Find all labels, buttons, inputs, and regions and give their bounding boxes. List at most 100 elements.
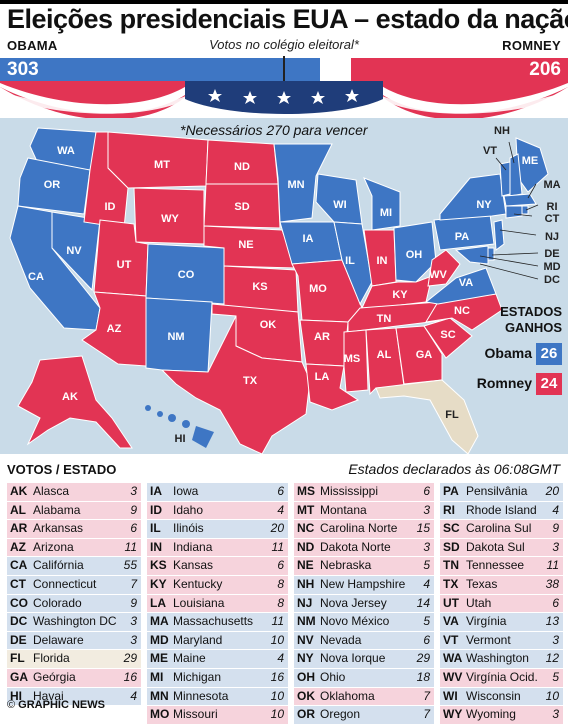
table-row: IN Indiana 11 — [147, 537, 288, 557]
state-oh — [393, 221, 437, 283]
state-name: Maryland — [173, 632, 223, 647]
electoral-votes: 11 — [271, 539, 284, 554]
state-mn — [273, 143, 333, 223]
table-row: SC Carolina Sul 9 — [440, 519, 563, 538]
electoral-votes: 5 — [552, 669, 559, 684]
state-name: Virgínia — [466, 614, 507, 629]
table-row: GA Geórgia 16 — [7, 667, 141, 687]
table-row: TX Texas 38 — [440, 574, 563, 594]
table-row: NE Nebraska 5 — [294, 556, 434, 575]
state-name: Pensilvânia — [466, 484, 528, 498]
state-abbr: LA — [150, 595, 166, 610]
states-won-title: Estados ganhos — [500, 304, 562, 335]
state-name: Washington DC — [33, 614, 117, 629]
table-row: NV Nevada 6 — [294, 630, 434, 650]
state-abbr: VA — [443, 614, 459, 629]
table-row: KY Kentucky 8 — [147, 574, 288, 594]
state-name: Virgínia Ocid. — [466, 669, 538, 684]
electoral-votes: 8 — [277, 595, 284, 610]
electoral-votes: 4 — [552, 502, 559, 517]
state-name: Wisconsin — [466, 688, 521, 703]
state-name: Novo México — [320, 614, 390, 629]
electoral-votes: 4 — [277, 651, 284, 666]
state-sd — [203, 183, 281, 229]
table-row: VT Vermont 3 — [440, 630, 563, 650]
label-ms: MS — [344, 353, 361, 365]
electoral-votes-caption: Votos no colégio eleitoral* — [209, 37, 359, 52]
label-fl: FL — [445, 409, 459, 421]
state-ny — [439, 173, 507, 221]
state-name: Nebraska — [320, 558, 372, 573]
label-tx: TX — [243, 375, 258, 387]
electoral-votes: 9 — [552, 521, 559, 536]
label-wa: WA — [57, 145, 75, 157]
label-nh: NH — [494, 125, 510, 137]
table-row: CT Connecticut 7 — [7, 574, 141, 594]
table-row: MN Minnesota 10 — [147, 686, 288, 706]
label-sd: SD — [234, 201, 249, 213]
table-row: TN Tennessee 11 — [440, 556, 563, 575]
table-row: CA Califórnia 55 — [7, 556, 141, 575]
state-abbr: HI — [10, 688, 22, 703]
state-name: Colorado — [33, 595, 82, 610]
state-name: Texas — [466, 576, 498, 591]
electoral-votes: 11 — [271, 614, 284, 629]
legend-romney-count: 24 — [536, 373, 562, 395]
label-va: VA — [459, 277, 474, 289]
electoral-votes: 3 — [130, 632, 137, 647]
state-name: Rhode Island — [466, 502, 537, 517]
label-nd: ND — [234, 161, 250, 173]
state-abbr: TN — [443, 558, 459, 573]
table-row: PA Pensilvânia 20 — [440, 482, 563, 501]
table-row: RI Rhode Island 4 — [440, 500, 563, 520]
table-row: OR Oregon 7 — [294, 705, 434, 724]
state-abbr: IL — [150, 521, 161, 536]
state-name: Arkansas — [33, 521, 84, 536]
table-row: KS Kansas 6 — [147, 556, 288, 575]
state-abbr: CT — [10, 576, 26, 591]
votes-table-header: Votos / Estado — [7, 462, 117, 477]
label-me: ME — [522, 155, 539, 167]
state-ar — [299, 319, 349, 367]
electoral-votes: 29 — [416, 651, 430, 666]
romney-vote-fill — [350, 58, 568, 81]
table-row: NM Novo México 5 — [294, 612, 434, 631]
state-mt — [107, 131, 209, 189]
table-row: DC Washington DC 3 — [7, 612, 141, 631]
label-in: IN — [377, 255, 388, 267]
table-row: NJ Nova Jersey 14 — [294, 593, 434, 613]
table-row: MT Montana 3 — [294, 500, 434, 520]
electoral-votes: 38 — [545, 576, 559, 591]
credit: © GRAPHIC NEWS — [7, 699, 105, 711]
label-al: AL — [377, 349, 392, 361]
table-row: ND Dakota Norte 3 — [294, 537, 434, 557]
state-abbr: MN — [150, 688, 169, 703]
state-abbr: IN — [150, 539, 162, 554]
state-name: Connecticut — [33, 576, 97, 591]
state-vt — [499, 161, 511, 197]
electoral-votes: 29 — [123, 651, 137, 666]
electoral-votes: 6 — [552, 595, 559, 610]
table-column: IA Iowa 6 ID Idaho 4 IL Ilinóis 20 IN Indiana 11 KS K… — [147, 482, 288, 724]
state-name: Nevada — [320, 632, 362, 647]
state-name: Carolina Sul — [466, 521, 532, 536]
state-abbr: GA — [10, 669, 28, 684]
state-abbr: NV — [297, 632, 314, 647]
electoral-votes: 5 — [423, 614, 430, 629]
label-ct: CT — [545, 213, 560, 225]
table-row: MO Missouri 10 — [147, 705, 288, 724]
state-name: Ohio — [320, 669, 346, 684]
label-wv: WV — [429, 269, 447, 281]
table-row: ID Idaho 4 — [147, 500, 288, 520]
electoral-votes: 7 — [130, 576, 137, 591]
table-column: MS Mississippi 6 MT Montana 3 NC Carolina Norte… — [294, 482, 434, 724]
state-name: Oregon — [320, 707, 361, 722]
electoral-votes: 3 — [130, 614, 137, 629]
state-abbr: CO — [10, 595, 28, 610]
state-name: Louisiana — [173, 595, 225, 610]
electoral-votes: 14 — [416, 595, 430, 610]
table-row: MA Massachusetts 11 — [147, 612, 288, 631]
label-ok: OK — [260, 319, 277, 331]
label-la: LA — [315, 371, 330, 383]
label-pa: PA — [455, 231, 470, 243]
